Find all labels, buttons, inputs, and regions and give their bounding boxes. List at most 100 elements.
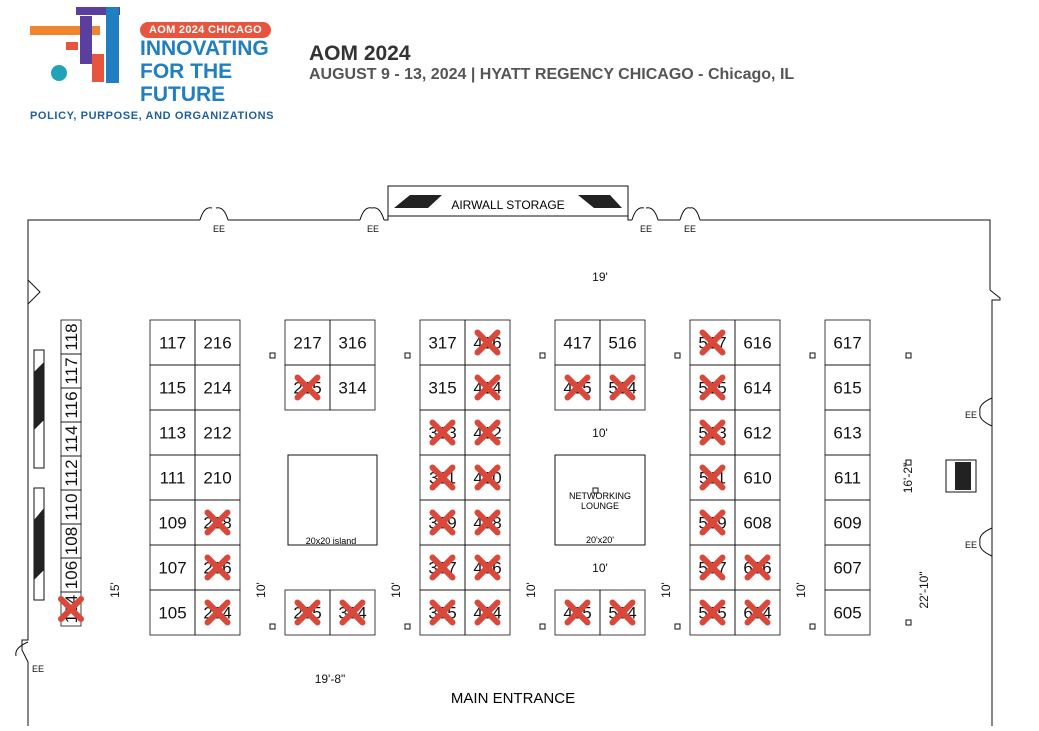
booth[interactable]: 507 <box>689 544 736 591</box>
booth[interactable]: 612 <box>734 409 781 456</box>
booth[interactable]: 105 <box>149 589 196 636</box>
wall-booth-number: 106 <box>62 561 81 589</box>
booth[interactable]: 404 <box>464 589 511 636</box>
booth[interactable]: 206 <box>194 544 241 591</box>
booth[interactable]: 610 <box>734 454 781 501</box>
sold-marker-icon <box>429 419 456 446</box>
booth[interactable]: 416 <box>464 319 511 366</box>
booth[interactable]: 205 <box>284 589 331 636</box>
booth[interactable]: 511 <box>689 454 736 501</box>
booth[interactable]: 408 <box>464 499 511 546</box>
dim-aisle-2: 10' <box>389 582 403 598</box>
wall-booth[interactable]: 117 <box>60 353 82 389</box>
booth[interactable]: 309 <box>419 499 466 546</box>
sold-stroke <box>429 599 456 626</box>
floor-plan-drawing: AIRWALL STORAGE EE EE EE EE EE EE EE 118… <box>15 185 1001 726</box>
booth[interactable]: 604 <box>734 589 781 636</box>
booth[interactable]: 315 <box>419 364 466 411</box>
booth[interactable]: 406 <box>464 544 511 591</box>
booth[interactable]: 204 <box>194 589 241 636</box>
wall-booth[interactable]: 106 <box>60 557 82 593</box>
booth[interactable]: 307 <box>419 544 466 591</box>
wall-booth[interactable]: 108 <box>60 523 82 559</box>
booth[interactable]: 217 <box>284 319 331 366</box>
booth[interactable]: 214 <box>194 364 241 411</box>
booth[interactable]: 514 <box>599 364 646 411</box>
booth[interactable]: 617 <box>824 319 871 366</box>
column-markers <box>269 352 912 630</box>
booth[interactable]: 513 <box>689 409 736 456</box>
marker <box>269 352 276 359</box>
booth[interactable]: 405 <box>554 589 601 636</box>
booth[interactable]: 208 <box>194 499 241 546</box>
booth[interactable]: 210 <box>194 454 241 501</box>
booth[interactable]: 609 <box>824 499 871 546</box>
sold-marker-icon <box>564 374 591 401</box>
booth[interactable]: 616 <box>734 319 781 366</box>
booth[interactable]: 504 <box>599 589 646 636</box>
booth[interactable]: 216 <box>194 319 241 366</box>
booth[interactable]: 607 <box>824 544 871 591</box>
booth[interactable]: 115 <box>149 364 196 411</box>
wall-booth[interactable]: 114 <box>60 421 82 457</box>
booth[interactable]: 417 <box>554 319 601 366</box>
wall-booth[interactable]: 112 <box>60 455 82 491</box>
booth[interactable]: 305 <box>419 589 466 636</box>
sold-stroke <box>699 509 726 536</box>
booth[interactable]: 516 <box>599 319 646 366</box>
booth[interactable]: 608 <box>734 499 781 546</box>
booth[interactable]: 611 <box>824 454 871 501</box>
booth[interactable]: 509 <box>689 499 736 546</box>
marker <box>809 352 816 359</box>
booth[interactable]: 117 <box>149 319 196 366</box>
booth[interactable]: 606 <box>734 544 781 591</box>
sold-marker-icon <box>699 464 726 491</box>
booth[interactable]: 113 <box>149 409 196 456</box>
booth[interactable]: 414 <box>464 364 511 411</box>
booth[interactable]: 314 <box>329 364 376 411</box>
booth[interactable]: 412 <box>464 409 511 456</box>
booth-number: 614 <box>743 379 771 398</box>
island-label: 20x20 island <box>306 536 357 546</box>
booth[interactable]: 215 <box>284 364 331 411</box>
booth[interactable]: 515 <box>689 364 736 411</box>
booth[interactable]: 212 <box>194 409 241 456</box>
booth[interactable]: 605 <box>824 589 871 636</box>
booth[interactable]: 107 <box>149 544 196 591</box>
sold-stroke <box>699 464 726 491</box>
lounge-label-1: NETWORKING <box>569 491 631 501</box>
door-label-3: EE <box>640 224 652 234</box>
logo-mark-icon <box>30 7 120 83</box>
booth[interactable]: 111 <box>149 454 196 501</box>
wall-booth[interactable]: 110 <box>60 489 82 525</box>
wall-booth[interactable]: 104 <box>58 591 84 627</box>
sold-stroke <box>294 599 321 626</box>
networking-lounge[interactable] <box>554 454 646 546</box>
sold-stroke <box>474 599 501 626</box>
booth-number: 610 <box>743 469 771 488</box>
sold-stroke <box>474 419 501 446</box>
booth[interactable]: 613 <box>824 409 871 456</box>
wall-booth[interactable]: 118 <box>60 319 82 355</box>
door-top-8 <box>689 207 701 221</box>
booth[interactable]: 517 <box>689 319 736 366</box>
booth[interactable]: 317 <box>419 319 466 366</box>
booth[interactable]: 316 <box>329 319 376 366</box>
booth[interactable]: 415 <box>554 364 601 411</box>
booth[interactable]: 615 <box>824 364 871 411</box>
booth[interactable]: 311 <box>419 454 466 501</box>
logo-tagline: POLICY, PURPOSE, AND ORGANIZATIONS <box>30 110 275 122</box>
booth[interactable]: 614 <box>734 364 781 411</box>
booth[interactable]: 505 <box>689 589 736 636</box>
left-hatch-upper <box>34 362 44 430</box>
island-booth[interactable] <box>287 454 378 546</box>
booth[interactable]: 109 <box>149 499 196 546</box>
booth-number: 609 <box>833 514 861 533</box>
booth[interactable]: 304 <box>329 589 376 636</box>
booth-number: 617 <box>833 334 861 353</box>
booth[interactable]: 410 <box>464 454 511 501</box>
booth[interactable]: 313 <box>419 409 466 456</box>
dim-bottom-aisle: 19'-8" <box>315 672 346 686</box>
wall-booth[interactable]: 116 <box>60 387 82 423</box>
hall-walls <box>21 185 1001 726</box>
